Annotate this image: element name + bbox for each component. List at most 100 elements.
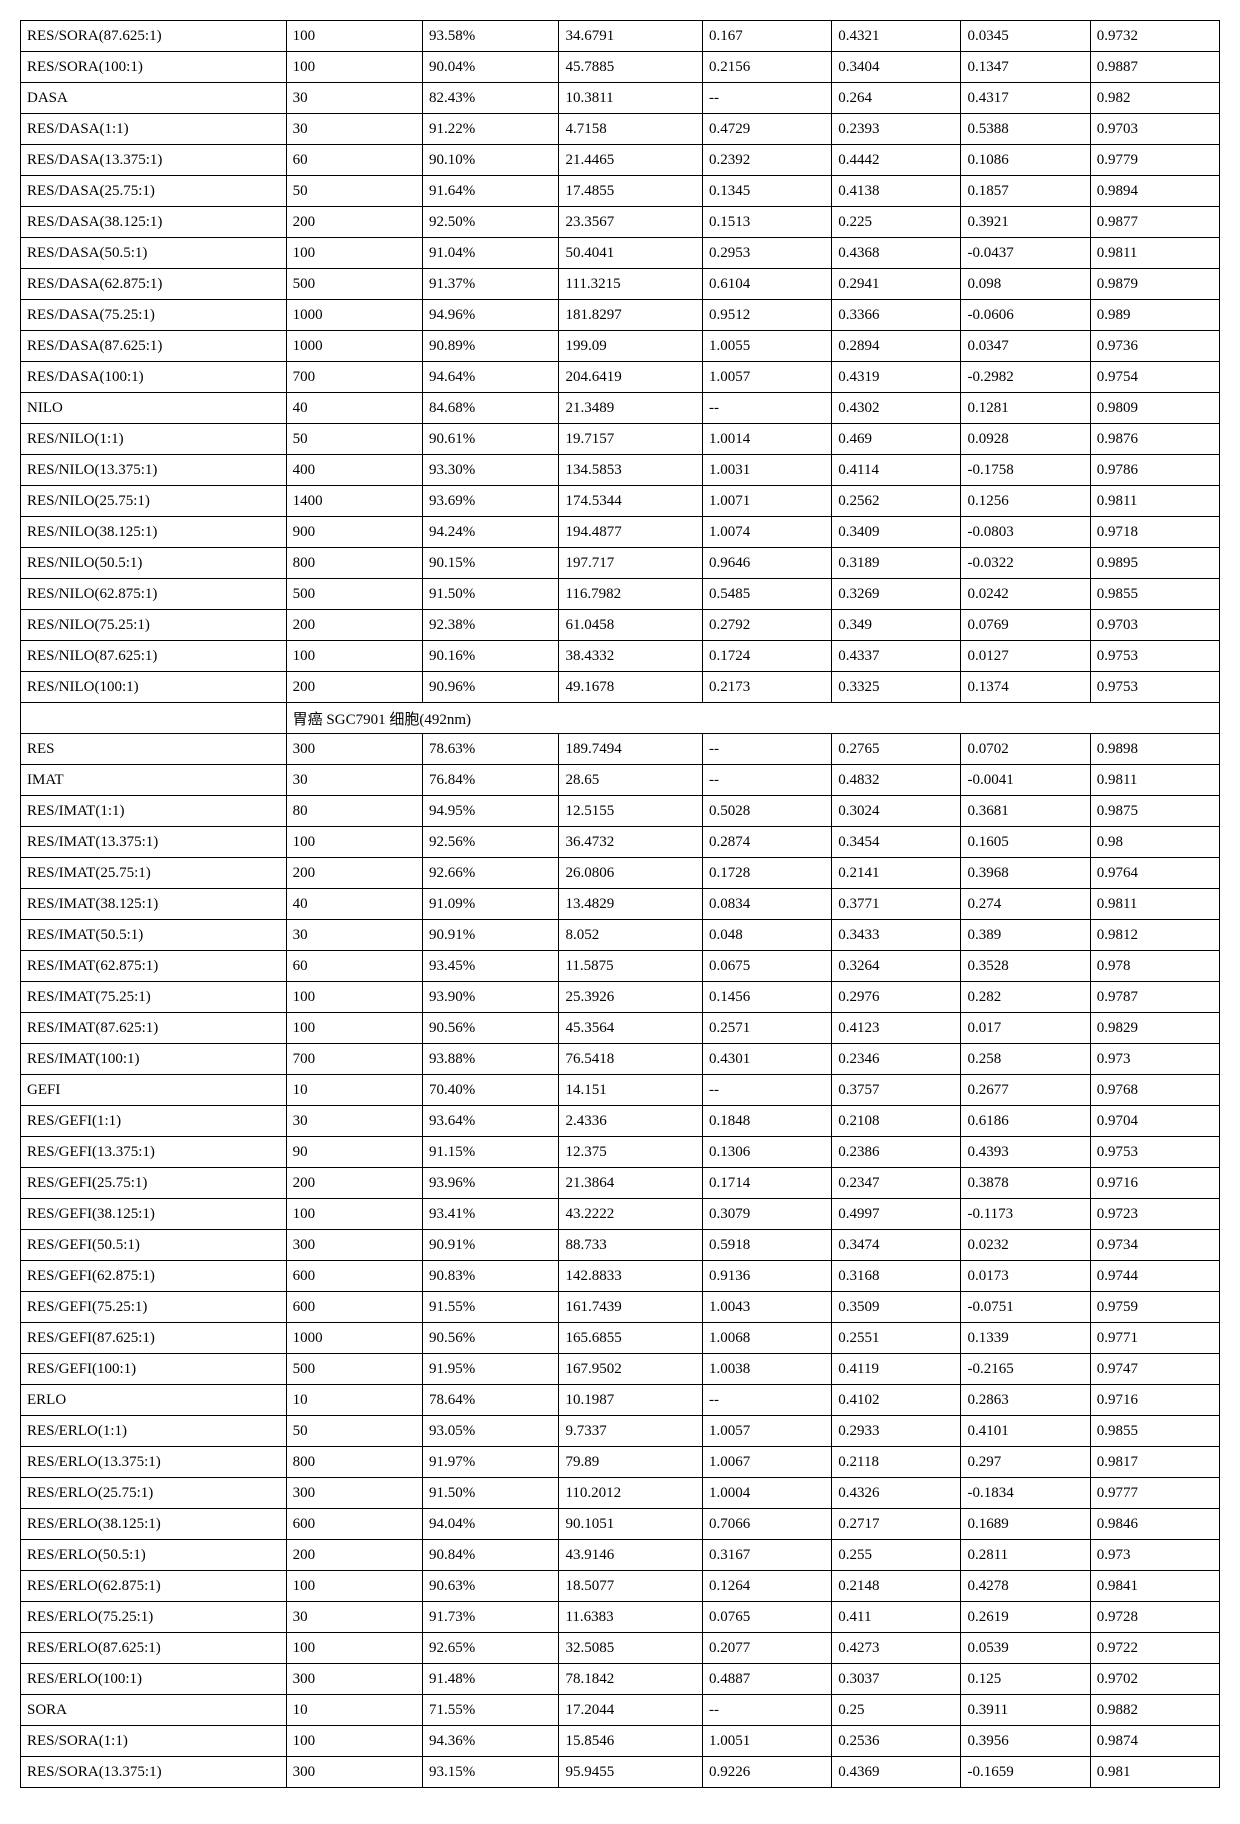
table-cell: 93.64% xyxy=(423,1106,559,1137)
table-cell: 0.4319 xyxy=(832,362,961,393)
table-row: RES/DASA(87.625:1)100090.89%199.091.0055… xyxy=(21,331,1220,362)
table-cell: 1.0055 xyxy=(703,331,832,362)
table-cell: 17.2044 xyxy=(559,1695,703,1726)
table-cell: 0.9882 xyxy=(1090,1695,1219,1726)
table-cell: 28.65 xyxy=(559,765,703,796)
table-cell: RES/NILO(87.625:1) xyxy=(21,641,287,672)
table-cell: 0.9809 xyxy=(1090,393,1219,424)
table-cell: 800 xyxy=(286,1447,422,1478)
table-cell: 93.30% xyxy=(423,455,559,486)
table-cell: 40 xyxy=(286,889,422,920)
table-row: RES/NILO(1:1)5090.61%19.71571.00140.4690… xyxy=(21,424,1220,455)
table-cell: 93.90% xyxy=(423,982,559,1013)
table-cell: 100 xyxy=(286,21,422,52)
table-cell: 600 xyxy=(286,1509,422,1540)
table-cell: 0.1456 xyxy=(703,982,832,1013)
table-cell: 0.3404 xyxy=(832,52,961,83)
table-row: RES/NILO(50.5:1)80090.15%197.7170.96460.… xyxy=(21,548,1220,579)
table-cell: 0.2156 xyxy=(703,52,832,83)
table-cell: 0.9704 xyxy=(1090,1106,1219,1137)
table-cell: 0.2894 xyxy=(832,331,961,362)
table-cell: 0.9759 xyxy=(1090,1292,1219,1323)
table-row: IMAT3076.84%28.65--0.4832-0.00410.9811 xyxy=(21,765,1220,796)
table-cell: 0.0173 xyxy=(961,1261,1090,1292)
table-cell: 17.4855 xyxy=(559,176,703,207)
table-cell: 0.2811 xyxy=(961,1540,1090,1571)
table-cell: RES/NILO(38.125:1) xyxy=(21,517,287,548)
table-cell: 90.63% xyxy=(423,1571,559,1602)
table-cell: 95.9455 xyxy=(559,1757,703,1788)
table-cell: 91.97% xyxy=(423,1447,559,1478)
table-cell: 94.95% xyxy=(423,796,559,827)
table-cell: 36.4732 xyxy=(559,827,703,858)
table-cell: 90.56% xyxy=(423,1323,559,1354)
table-cell: 0.3509 xyxy=(832,1292,961,1323)
table-cell: 0.9747 xyxy=(1090,1354,1219,1385)
table-row: RES/GEFI(13.375:1)9091.15%12.3750.13060.… xyxy=(21,1137,1220,1168)
table-cell: 19.7157 xyxy=(559,424,703,455)
table-cell: 0.2386 xyxy=(832,1137,961,1168)
table-cell: 100 xyxy=(286,1199,422,1230)
table-cell: -- xyxy=(703,1695,832,1726)
table-row: RES/IMAT(100:1)70093.88%76.54180.43010.2… xyxy=(21,1044,1220,1075)
table-cell: RES/DASA(50.5:1) xyxy=(21,238,287,269)
table-cell: 0.3269 xyxy=(832,579,961,610)
table-cell: 0.9716 xyxy=(1090,1168,1219,1199)
table-row: RES/DASA(100:1)70094.64%204.64191.00570.… xyxy=(21,362,1220,393)
table-cell: 0.9744 xyxy=(1090,1261,1219,1292)
table-cell: 0.0345 xyxy=(961,21,1090,52)
table-cell: 0.9877 xyxy=(1090,207,1219,238)
table-cell: 1.0057 xyxy=(703,1416,832,1447)
table-row: SORA1071.55%17.2044--0.250.39110.9882 xyxy=(21,1695,1220,1726)
table-cell: 0.1086 xyxy=(961,145,1090,176)
section-empty-cell xyxy=(21,703,287,734)
table-cell: 700 xyxy=(286,1044,422,1075)
table-cell: RES/DASA(100:1) xyxy=(21,362,287,393)
table-cell: 0.3037 xyxy=(832,1664,961,1695)
table-cell: 0.1347 xyxy=(961,52,1090,83)
table-cell: 88.733 xyxy=(559,1230,703,1261)
table-cell: 0.167 xyxy=(703,21,832,52)
table-cell: RES/IMAT(75.25:1) xyxy=(21,982,287,1013)
table-cell: 100 xyxy=(286,1013,422,1044)
table-cell: 0.9898 xyxy=(1090,734,1219,765)
table-cell: RES/DASA(25.75:1) xyxy=(21,176,287,207)
table-cell: 0.5485 xyxy=(703,579,832,610)
table-cell: 0.0539 xyxy=(961,1633,1090,1664)
table-row: RES30078.63%189.7494--0.27650.07020.9898 xyxy=(21,734,1220,765)
table-cell: 91.95% xyxy=(423,1354,559,1385)
table-cell: 0.9855 xyxy=(1090,1416,1219,1447)
table-cell: RES/IMAT(50.5:1) xyxy=(21,920,287,951)
table-row: RES/IMAT(13.375:1)10092.56%36.47320.2874… xyxy=(21,827,1220,858)
table-cell: 91.15% xyxy=(423,1137,559,1168)
table-cell: 0.469 xyxy=(832,424,961,455)
table-cell: 0.3681 xyxy=(961,796,1090,827)
table-cell: RES/NILO(1:1) xyxy=(21,424,287,455)
table-cell: IMAT xyxy=(21,765,287,796)
table-cell: 200 xyxy=(286,1540,422,1571)
table-cell: 15.8546 xyxy=(559,1726,703,1757)
table-cell: 90 xyxy=(286,1137,422,1168)
table-cell: 94.36% xyxy=(423,1726,559,1757)
table-row: RES/NILO(75.25:1)20092.38%61.04580.27920… xyxy=(21,610,1220,641)
table-row: RES/NILO(13.375:1)40093.30%134.58531.003… xyxy=(21,455,1220,486)
table-cell: 0.9894 xyxy=(1090,176,1219,207)
table-cell: 0.2792 xyxy=(703,610,832,641)
table-cell: 0.9723 xyxy=(1090,1199,1219,1230)
table-cell: 0.3189 xyxy=(832,548,961,579)
table-cell: 70.40% xyxy=(423,1075,559,1106)
table-cell: 0.0127 xyxy=(961,641,1090,672)
table-cell: 11.5875 xyxy=(559,951,703,982)
table-cell: 21.4465 xyxy=(559,145,703,176)
table-cell: 0.2536 xyxy=(832,1726,961,1757)
table-cell: 78.1842 xyxy=(559,1664,703,1695)
table-cell: 0.9722 xyxy=(1090,1633,1219,1664)
table-cell: 200 xyxy=(286,207,422,238)
table-cell: 90.91% xyxy=(423,920,559,951)
table-cell: 0.4123 xyxy=(832,1013,961,1044)
table-cell: -0.0606 xyxy=(961,300,1090,331)
table-cell: -0.1173 xyxy=(961,1199,1090,1230)
table-row: RES/GEFI(100:1)50091.95%167.95021.00380.… xyxy=(21,1354,1220,1385)
table-cell: 0.3366 xyxy=(832,300,961,331)
table-cell: 0.3956 xyxy=(961,1726,1090,1757)
